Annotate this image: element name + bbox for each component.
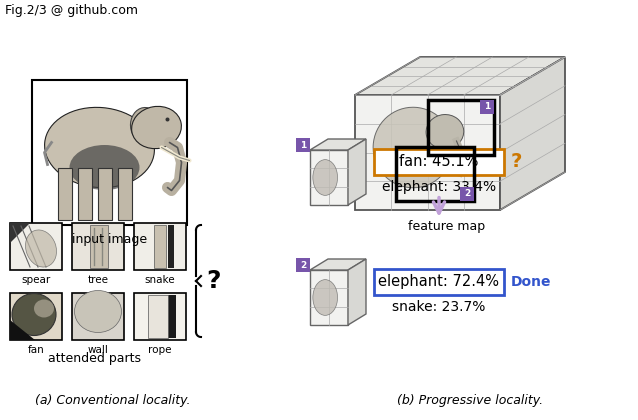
Polygon shape xyxy=(348,139,366,205)
Ellipse shape xyxy=(426,115,464,149)
Text: feature map: feature map xyxy=(408,220,486,233)
Bar xyxy=(168,295,176,338)
Text: fan: fan xyxy=(27,345,45,355)
Text: spear: spear xyxy=(22,275,50,285)
FancyBboxPatch shape xyxy=(296,258,310,272)
Bar xyxy=(396,147,474,201)
Polygon shape xyxy=(355,95,500,210)
Bar xyxy=(117,168,131,220)
Ellipse shape xyxy=(131,108,158,142)
Ellipse shape xyxy=(70,145,140,190)
Ellipse shape xyxy=(12,294,56,336)
Text: (a) Conventional locality.: (a) Conventional locality. xyxy=(35,394,191,407)
Ellipse shape xyxy=(313,160,338,195)
FancyBboxPatch shape xyxy=(374,269,504,295)
Ellipse shape xyxy=(131,106,181,149)
Text: 1: 1 xyxy=(484,102,491,111)
Text: (b) Progressive locality.: (b) Progressive locality. xyxy=(397,394,543,407)
Text: snake: 23.7%: snake: 23.7% xyxy=(392,300,486,314)
FancyBboxPatch shape xyxy=(480,100,494,113)
Text: Fig.2/3 @ github.com: Fig.2/3 @ github.com xyxy=(5,4,138,17)
Bar xyxy=(134,223,186,270)
Bar xyxy=(10,293,62,340)
Bar xyxy=(72,293,124,340)
Bar xyxy=(134,293,186,340)
Polygon shape xyxy=(355,57,565,95)
Text: input image: input image xyxy=(72,233,147,246)
Bar xyxy=(98,168,112,220)
Bar xyxy=(32,80,187,225)
Text: rope: rope xyxy=(148,345,172,355)
Bar xyxy=(168,225,174,268)
Text: 1: 1 xyxy=(300,141,306,150)
Ellipse shape xyxy=(75,291,121,333)
Bar xyxy=(10,223,62,270)
Text: snake: snake xyxy=(145,275,175,285)
Ellipse shape xyxy=(313,280,338,315)
FancyBboxPatch shape xyxy=(460,187,474,201)
Bar xyxy=(148,295,168,338)
Text: Done: Done xyxy=(511,275,551,289)
FancyBboxPatch shape xyxy=(374,149,504,175)
Bar xyxy=(77,168,91,220)
Bar xyxy=(72,223,124,270)
Ellipse shape xyxy=(26,230,57,267)
Polygon shape xyxy=(500,57,565,210)
Polygon shape xyxy=(310,139,366,150)
Text: fan: 45.1%: fan: 45.1% xyxy=(399,154,478,169)
Ellipse shape xyxy=(34,299,54,318)
Ellipse shape xyxy=(373,107,453,188)
Polygon shape xyxy=(310,259,366,270)
Polygon shape xyxy=(10,320,35,340)
Text: ?: ? xyxy=(207,269,221,293)
Text: tree: tree xyxy=(87,275,108,285)
Bar xyxy=(427,100,494,155)
Text: ?: ? xyxy=(511,152,523,171)
Text: elephant: 33.4%: elephant: 33.4% xyxy=(382,180,496,194)
FancyBboxPatch shape xyxy=(296,138,310,152)
Text: attended parts: attended parts xyxy=(48,352,142,365)
Text: 2: 2 xyxy=(300,260,306,270)
Bar xyxy=(57,168,71,220)
Bar xyxy=(90,225,108,268)
Polygon shape xyxy=(310,270,348,325)
Polygon shape xyxy=(348,259,366,325)
Polygon shape xyxy=(310,150,348,205)
Text: 2: 2 xyxy=(464,189,470,198)
Text: wall: wall xyxy=(87,345,108,355)
Bar xyxy=(154,225,166,268)
Text: elephant: 72.4%: elephant: 72.4% xyxy=(378,274,500,289)
Ellipse shape xyxy=(165,118,170,121)
Ellipse shape xyxy=(45,108,154,188)
Polygon shape xyxy=(10,223,30,243)
